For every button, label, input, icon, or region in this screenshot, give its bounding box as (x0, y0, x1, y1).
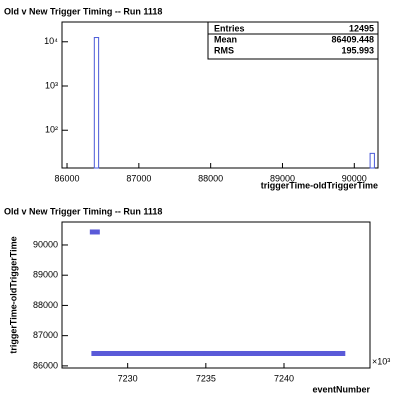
point (128, 350, 139, 356)
y-tick-label: 87000 (33, 330, 58, 340)
x-axis-label: triggerTime-oldTriggerTime (261, 180, 378, 190)
y-axis-label: triggerTime-oldTriggerTime (8, 236, 18, 353)
point (316, 350, 327, 356)
stats-label: RMS (214, 45, 234, 55)
y-tick-label: 89000 (33, 270, 58, 280)
point (157, 350, 168, 356)
point (222, 350, 233, 356)
x-tick-label: 87000 (126, 173, 151, 183)
x-tick-label: 90000 (342, 173, 367, 183)
x-axis-label: eventNumber (312, 384, 370, 394)
point (91, 350, 102, 356)
stats-value: 86409.448 (331, 34, 374, 44)
x-tick-label: 7240 (274, 373, 294, 383)
point (260, 350, 271, 356)
stats-label: Mean (214, 34, 237, 44)
y-tick-label: 10³ (45, 80, 58, 90)
y-tick-label: 88000 (33, 300, 58, 310)
point (138, 350, 149, 356)
point (325, 350, 336, 356)
point (241, 350, 252, 356)
point (288, 350, 299, 356)
point (175, 350, 186, 356)
point (307, 350, 318, 356)
histogram-bar (369, 152, 375, 169)
x-tick-label: 89000 (270, 173, 295, 183)
x-multiplier: ×10³ (372, 356, 390, 366)
point (119, 350, 130, 356)
x-tick-label: 7235 (196, 373, 216, 383)
point (166, 350, 177, 356)
y-tick-label: 90000 (33, 239, 58, 249)
point (194, 350, 205, 356)
chart-title: Old v New Trigger Timing -- Run 1118 (4, 6, 162, 16)
y-tick-label: 86000 (33, 360, 58, 370)
point (250, 350, 261, 356)
point (185, 350, 196, 356)
stats-value: 195.993 (341, 45, 374, 55)
point (335, 350, 346, 356)
x-tick-label: 88000 (198, 173, 223, 183)
point (147, 350, 158, 356)
histogram-bar (93, 37, 100, 169)
stats-label: Entries (214, 23, 245, 33)
point (297, 350, 308, 356)
point (213, 350, 224, 356)
point (110, 350, 121, 356)
x-tick-label: 7230 (118, 373, 138, 383)
point (203, 350, 214, 356)
point (269, 350, 280, 356)
x-tick-label: 86000 (55, 173, 80, 183)
point (232, 350, 243, 356)
chart-title: Old v New Trigger Timing -- Run 1118 (4, 206, 162, 216)
y-tick-label: 10² (45, 125, 58, 135)
y-tick-label: 10⁴ (44, 36, 58, 46)
point (100, 350, 111, 356)
point (279, 350, 290, 356)
plot-frame (61, 221, 371, 369)
point (89, 229, 100, 235)
stats-value: 12495 (349, 23, 374, 33)
stats-box (207, 21, 379, 60)
